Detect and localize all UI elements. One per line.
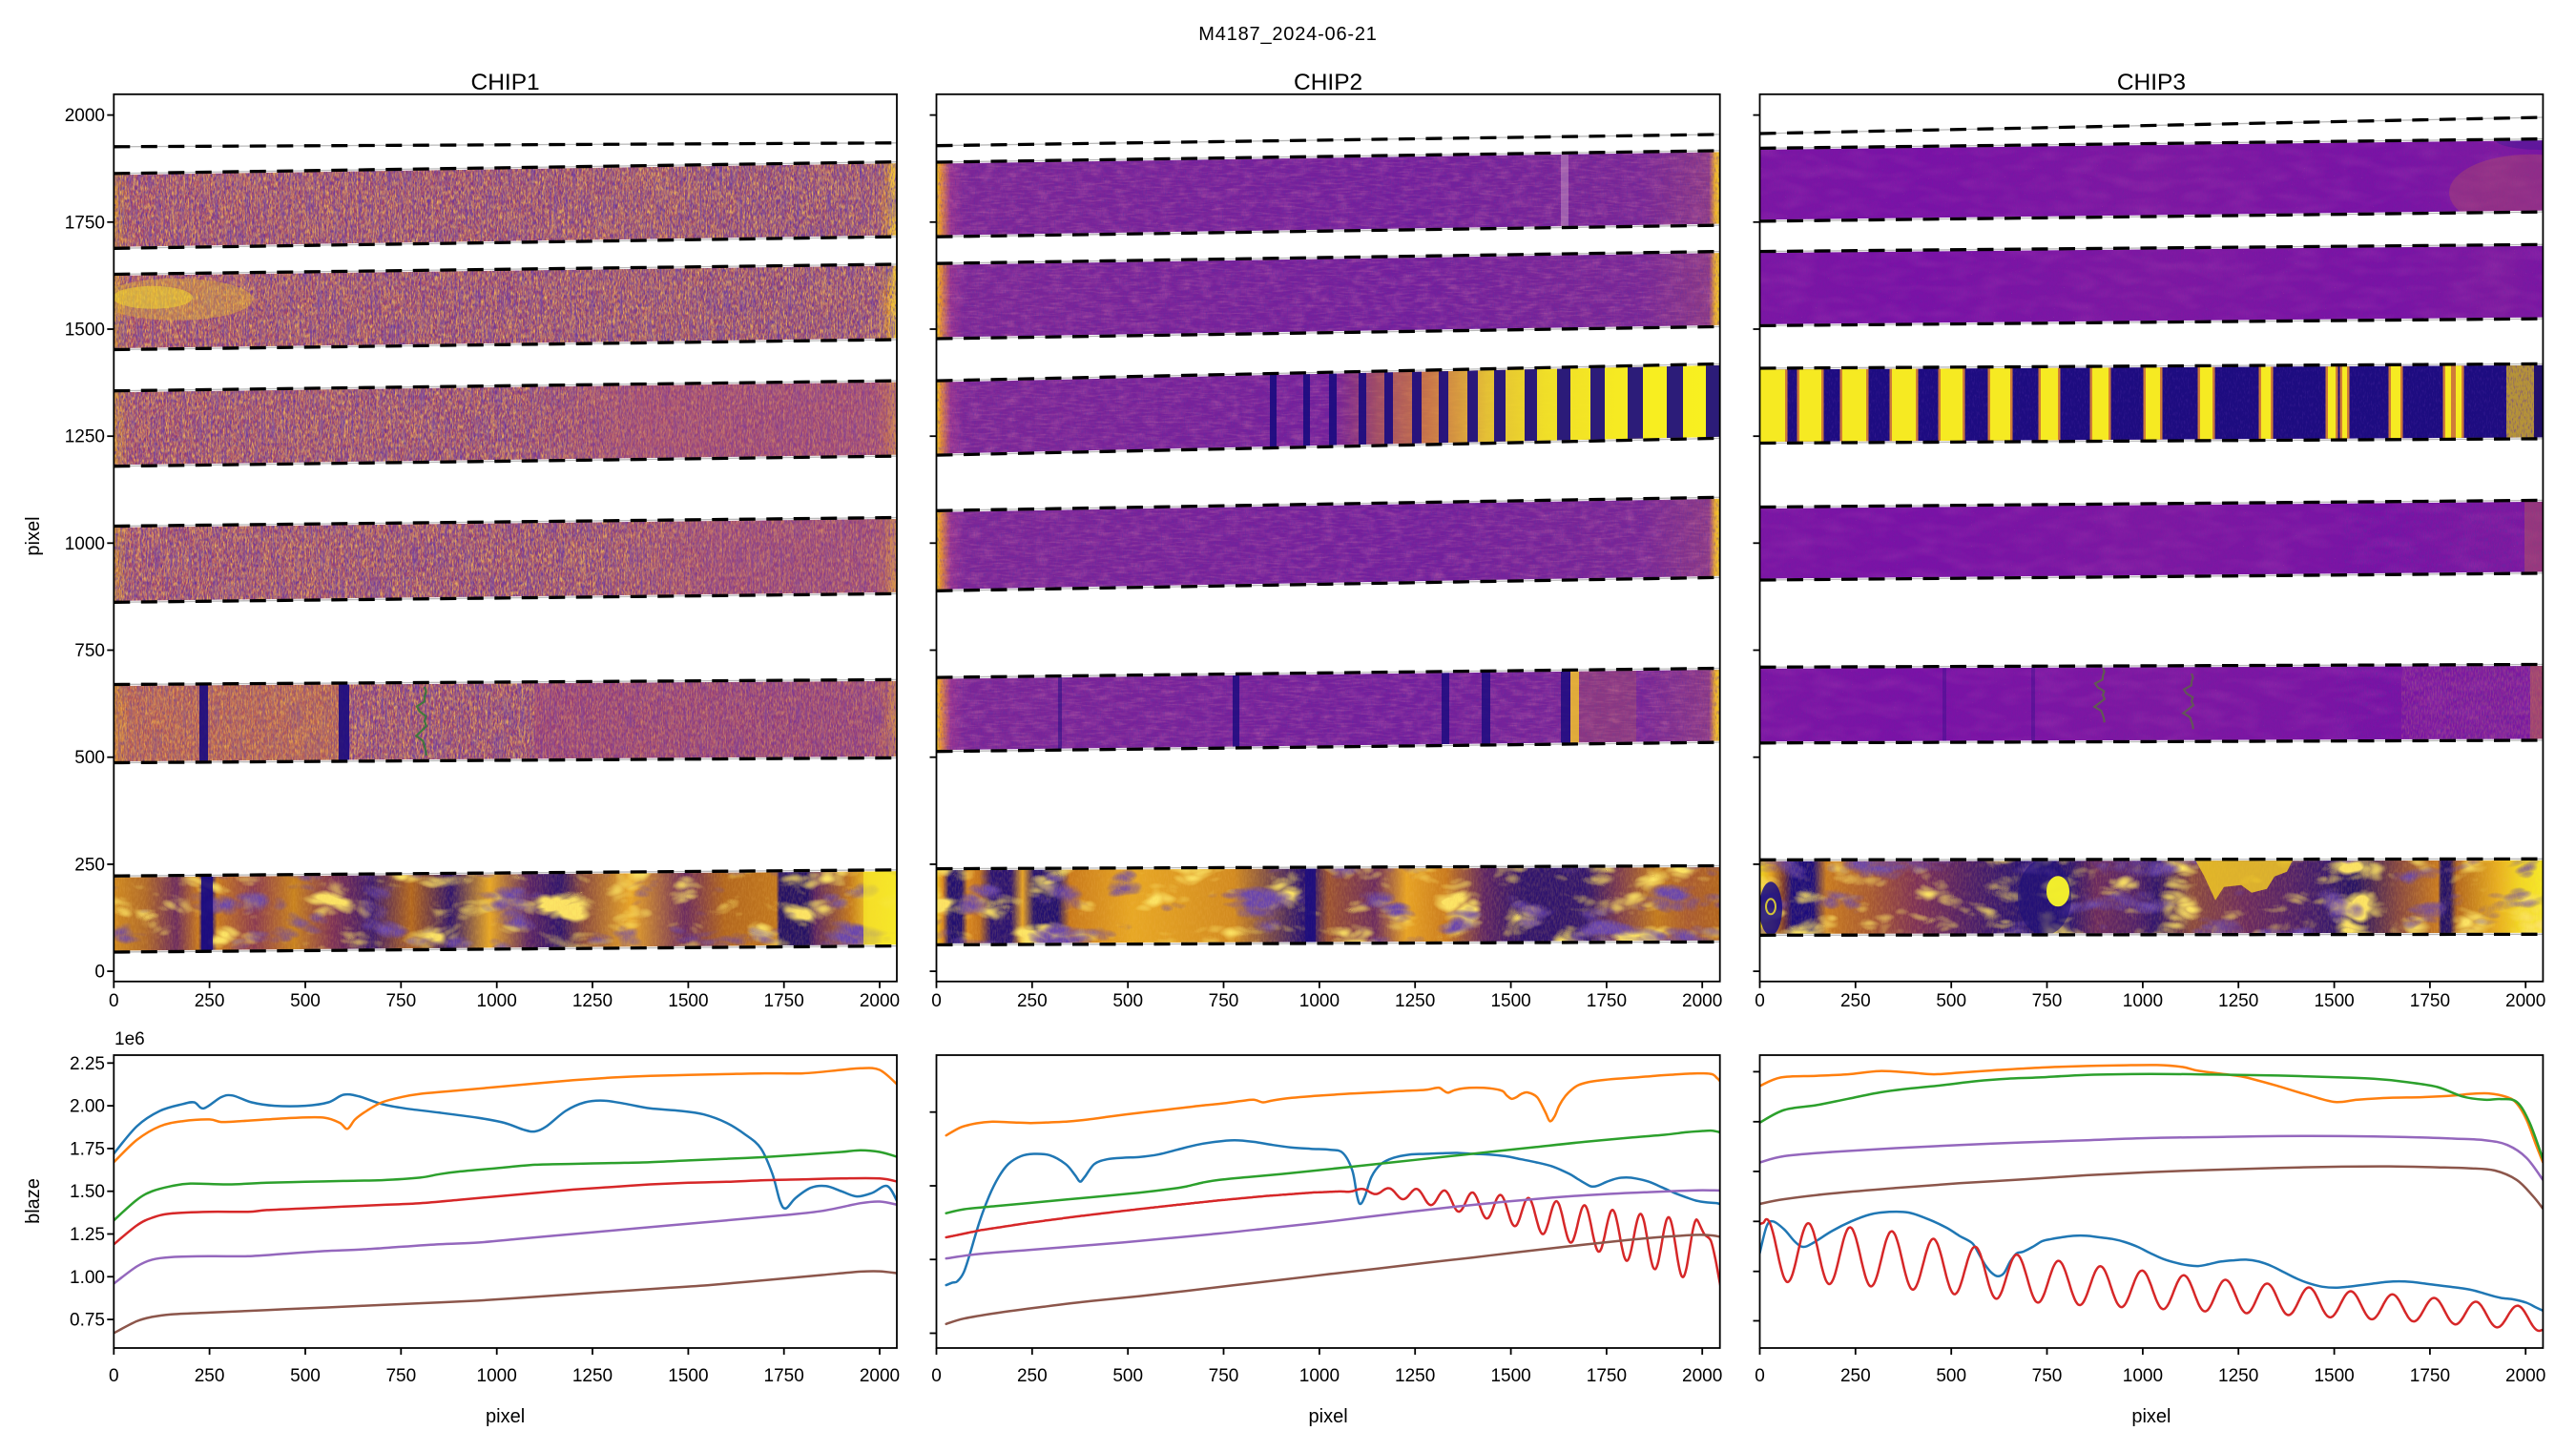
svg-text:blaze: blaze <box>23 1178 44 1224</box>
svg-text:1500: 1500 <box>2314 991 2354 1011</box>
svg-text:2000: 2000 <box>860 1366 900 1386</box>
svg-text:pixel: pixel <box>1309 1406 1348 1427</box>
svg-text:250: 250 <box>74 855 105 875</box>
svg-text:2000: 2000 <box>2505 991 2545 1011</box>
svg-text:1750: 1750 <box>764 991 804 1011</box>
svg-text:2000: 2000 <box>1682 991 1722 1011</box>
svg-text:1750: 1750 <box>2410 1366 2450 1386</box>
svg-text:1000: 1000 <box>2123 1366 2163 1386</box>
svg-text:750: 750 <box>2032 1366 2063 1386</box>
svg-text:500: 500 <box>1112 991 1143 1011</box>
svg-text:0: 0 <box>109 1366 119 1386</box>
svg-text:1.75: 1.75 <box>70 1139 105 1159</box>
svg-text:250: 250 <box>195 991 225 1011</box>
svg-text:CHIP3: CHIP3 <box>2117 70 2186 95</box>
svg-text:750: 750 <box>1209 991 1239 1011</box>
svg-text:500: 500 <box>74 748 105 768</box>
svg-text:1e6: 1e6 <box>114 1029 145 1049</box>
svg-text:2000: 2000 <box>2505 1366 2545 1386</box>
svg-text:1000: 1000 <box>65 534 105 554</box>
svg-text:1500: 1500 <box>668 1366 708 1386</box>
svg-text:250: 250 <box>1840 991 1871 1011</box>
svg-text:1500: 1500 <box>2314 1366 2354 1386</box>
svg-text:CHIP2: CHIP2 <box>1294 70 1362 95</box>
svg-text:1000: 1000 <box>477 991 517 1011</box>
svg-text:1250: 1250 <box>572 1366 613 1386</box>
svg-text:1000: 1000 <box>1299 1366 1340 1386</box>
svg-text:0: 0 <box>1755 991 1765 1011</box>
svg-text:2000: 2000 <box>860 991 900 1011</box>
svg-text:500: 500 <box>290 991 321 1011</box>
svg-text:750: 750 <box>1209 1366 1239 1386</box>
svg-text:pixel: pixel <box>2131 1406 2171 1427</box>
svg-text:500: 500 <box>1936 1366 1966 1386</box>
svg-text:0: 0 <box>931 991 942 1011</box>
svg-text:750: 750 <box>2032 991 2063 1011</box>
svg-text:1250: 1250 <box>2218 991 2258 1011</box>
svg-text:0: 0 <box>109 991 119 1011</box>
svg-text:0: 0 <box>931 1366 942 1386</box>
svg-text:1750: 1750 <box>1587 991 1627 1011</box>
svg-text:2000: 2000 <box>65 106 105 126</box>
svg-text:750: 750 <box>74 641 105 661</box>
svg-text:1000: 1000 <box>2123 991 2163 1011</box>
svg-text:750: 750 <box>385 1366 416 1386</box>
svg-text:CHIP1: CHIP1 <box>471 70 540 95</box>
svg-text:1750: 1750 <box>2410 991 2450 1011</box>
svg-text:1750: 1750 <box>65 213 105 233</box>
svg-text:pixel: pixel <box>486 1406 525 1427</box>
svg-text:1750: 1750 <box>1587 1366 1627 1386</box>
svg-text:750: 750 <box>385 991 416 1011</box>
svg-text:1250: 1250 <box>572 991 613 1011</box>
svg-text:1500: 1500 <box>1490 1366 1530 1386</box>
svg-text:2000: 2000 <box>1682 1366 1722 1386</box>
svg-text:250: 250 <box>1017 1366 1048 1386</box>
svg-text:500: 500 <box>1936 991 1966 1011</box>
svg-text:1.00: 1.00 <box>70 1268 105 1288</box>
svg-text:250: 250 <box>1840 1366 1871 1386</box>
svg-text:1500: 1500 <box>65 321 105 341</box>
svg-text:pixel: pixel <box>23 516 44 555</box>
svg-text:1000: 1000 <box>477 1366 517 1386</box>
svg-text:1750: 1750 <box>764 1366 804 1386</box>
svg-text:1.25: 1.25 <box>70 1225 105 1245</box>
svg-text:2.25: 2.25 <box>70 1054 105 1074</box>
svg-text:1250: 1250 <box>2218 1366 2258 1386</box>
svg-text:1.50: 1.50 <box>70 1182 105 1202</box>
svg-text:1500: 1500 <box>668 991 708 1011</box>
svg-text:0: 0 <box>1755 1366 1765 1386</box>
svg-text:1250: 1250 <box>65 427 105 447</box>
svg-text:M4187_2024-06-21: M4187_2024-06-21 <box>1198 24 1377 45</box>
svg-text:500: 500 <box>290 1366 321 1386</box>
svg-text:500: 500 <box>1112 1366 1143 1386</box>
svg-text:1000: 1000 <box>1299 991 1340 1011</box>
svg-text:0.75: 0.75 <box>70 1311 105 1331</box>
svg-text:1250: 1250 <box>1395 991 1435 1011</box>
svg-text:1500: 1500 <box>1490 991 1530 1011</box>
svg-text:0: 0 <box>94 963 105 983</box>
svg-text:250: 250 <box>195 1366 225 1386</box>
svg-text:1250: 1250 <box>1395 1366 1435 1386</box>
svg-text:2.00: 2.00 <box>70 1097 105 1117</box>
svg-text:250: 250 <box>1017 991 1048 1011</box>
